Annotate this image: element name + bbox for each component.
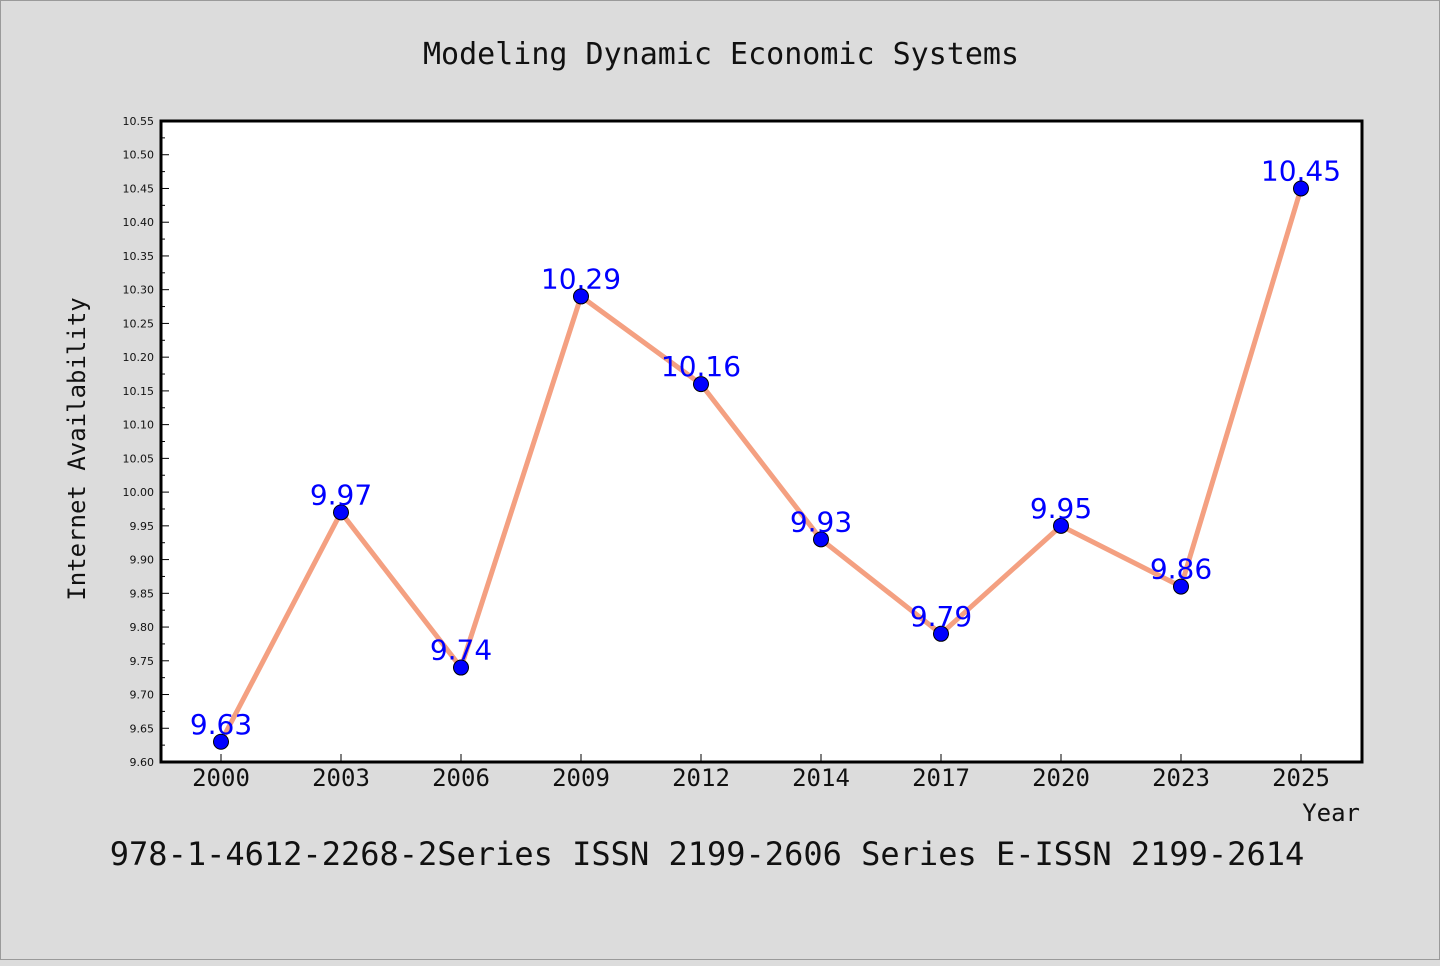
data-point <box>1173 578 1189 595</box>
data-label: 9.79 <box>910 600 972 633</box>
data-label: 9.63 <box>190 708 252 741</box>
data-point <box>453 659 469 676</box>
data-label: 9.95 <box>1030 492 1092 525</box>
data-label: 10.29 <box>541 262 621 295</box>
y-tick-label: 9.95 <box>130 520 155 533</box>
x-tick-label: 2003 <box>312 764 370 792</box>
footer-text: 978-1-4612-2268-2Series ISSN 2199-2606 S… <box>110 835 1304 873</box>
data-point <box>573 288 589 305</box>
y-tick-label: 9.60 <box>130 756 155 769</box>
x-tick-label: 2009 <box>552 764 610 792</box>
data-point <box>213 733 229 750</box>
y-tick-label: 10.20 <box>123 351 155 364</box>
y-tick-label: 10.55 <box>123 115 155 128</box>
data-point <box>1293 180 1309 197</box>
x-tick-label: 2012 <box>672 764 730 792</box>
chart-title: Modeling Dynamic Economic Systems <box>423 37 1019 72</box>
y-tick-label: 10.40 <box>123 216 155 229</box>
y-tick-label: 9.75 <box>130 655 155 668</box>
data-label: 9.97 <box>310 478 372 511</box>
data-label: 9.74 <box>430 634 492 667</box>
y-tick-label: 10.00 <box>123 486 155 499</box>
series-group: 9.63 9.97 9.74 10.29 10.16 9.93 9.79 9.95 9.86 10… <box>190 154 1341 750</box>
y-tick-label: 9.80 <box>130 621 155 634</box>
y-tick-label: 9.65 <box>130 722 155 735</box>
x-tick-label: 2023 <box>1152 764 1210 792</box>
y-tick-label: 9.90 <box>130 554 155 567</box>
x-tick-label: 2006 <box>432 764 490 792</box>
y-tick-label: 10.15 <box>123 385 155 398</box>
data-label: 10.45 <box>1261 154 1341 187</box>
x-tick-label: 2000 <box>192 764 250 792</box>
data-point <box>333 504 349 521</box>
x-axis-label: Year <box>1302 799 1360 827</box>
data-label: 9.86 <box>1150 553 1212 586</box>
x-tick-label: 2014 <box>792 764 850 792</box>
y-tick-label: 10.35 <box>123 250 155 263</box>
x-tick-label: 2020 <box>1032 764 1090 792</box>
data-point <box>1053 517 1069 534</box>
y-tick-label: 10.25 <box>123 317 155 330</box>
data-label: 10.16 <box>661 350 741 383</box>
y-axis: 9.60 9.65 9.70 9.75 9.80 9.85 9.90 9.95 10.00 10.… <box>123 115 169 769</box>
y-tick-label: 9.85 <box>130 587 155 600</box>
x-axis: 2000 2003 2006 2009 2012 2014 2017 2020 2023 2025 <box>192 754 1330 792</box>
y-tick-label: 10.10 <box>123 419 155 432</box>
y-tick-label: 10.30 <box>123 284 155 297</box>
x-tick-label: 2017 <box>912 764 970 792</box>
plot-area <box>159 119 1364 764</box>
x-tick-label: 2025 <box>1272 764 1330 792</box>
y-axis-label: Internet Availability <box>63 297 91 600</box>
y-tick-label: 10.50 <box>123 149 155 162</box>
y-tick-label: 10.45 <box>123 182 155 195</box>
y-tick-label: 10.05 <box>123 452 155 465</box>
series-line <box>218 187 1304 743</box>
data-point <box>693 376 709 393</box>
data-point <box>933 625 949 642</box>
data-point <box>813 531 829 548</box>
y-tick-label: 9.70 <box>130 689 155 702</box>
data-label: 9.93 <box>790 505 852 538</box>
